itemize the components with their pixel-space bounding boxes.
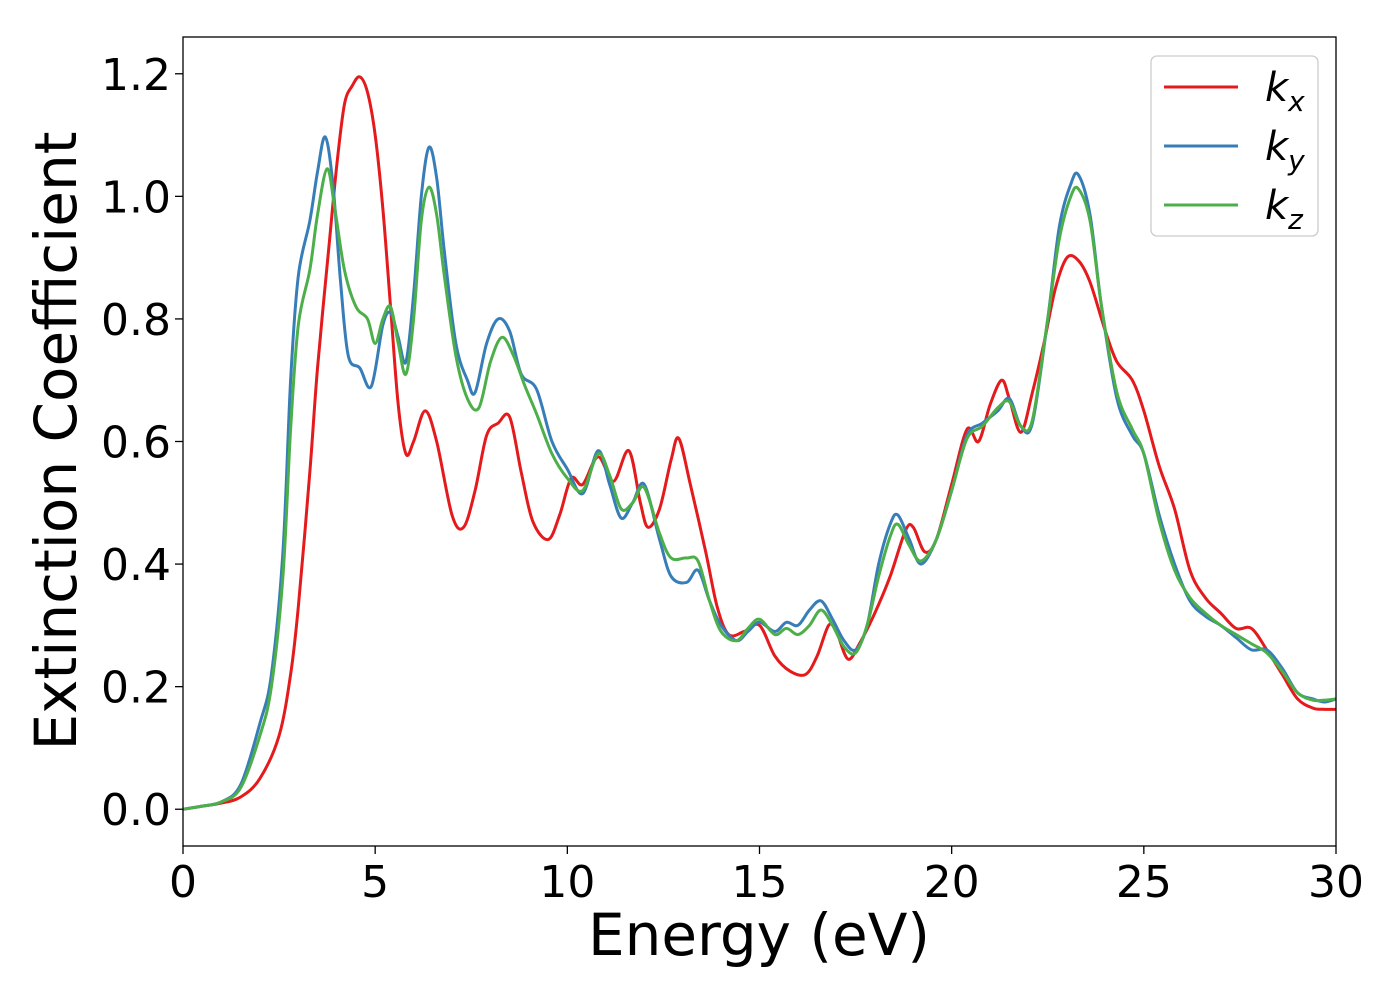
y-tick-label: 0.8 xyxy=(101,295,171,346)
legend: kx ky kz xyxy=(1150,55,1319,237)
series-layer xyxy=(183,75,1336,811)
legend-label-y: ky xyxy=(1265,124,1305,177)
x-tick-label: 20 xyxy=(924,857,980,908)
y-tick-label: 0.4 xyxy=(101,540,171,591)
y-tick-label: 1.0 xyxy=(101,172,171,223)
x-tick-label: 0 xyxy=(169,857,197,908)
legend-label-z: kz xyxy=(1265,183,1304,236)
x-axis-title: Energy (eV) xyxy=(588,901,930,969)
x-tick-label: 10 xyxy=(539,857,595,908)
series-line-z xyxy=(183,167,1336,811)
x-tick-label: 5 xyxy=(361,857,389,908)
y-tick-label: 1.2 xyxy=(101,50,171,101)
y-tick-label: 0.2 xyxy=(101,663,171,714)
x-tick-label: 15 xyxy=(732,857,788,908)
y-axis-title: Extinction Coefficient xyxy=(22,132,90,751)
y-tick-label: 0.0 xyxy=(101,785,171,836)
ticks-layer: 0 5 10 15 20 25 30 0.0 0.2 0.4 0.6 0.8 1.0 1.2 xyxy=(101,50,1364,908)
legend-label-x: kx xyxy=(1265,65,1305,118)
x-tick-label: 25 xyxy=(1116,857,1172,908)
x-tick-label: 30 xyxy=(1308,857,1364,908)
y-tick-label: 0.6 xyxy=(101,418,171,469)
